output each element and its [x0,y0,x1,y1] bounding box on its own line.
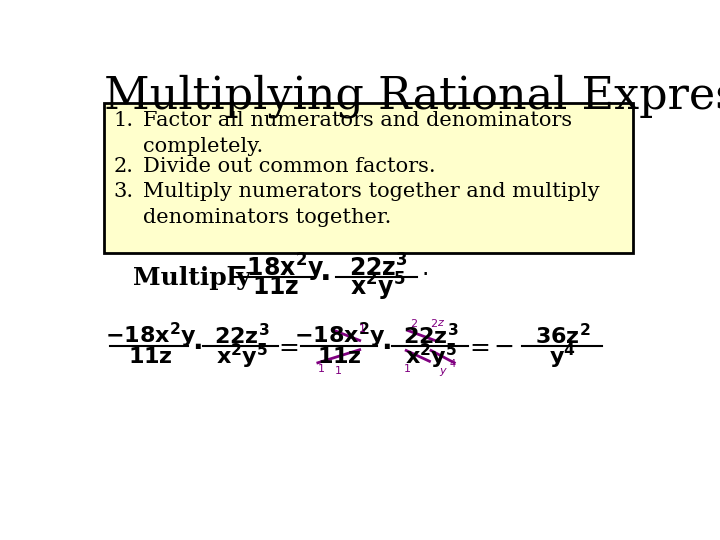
Text: $\mathbf{22z^3}$: $\mathbf{22z^3}$ [403,323,459,348]
Text: $\mathbf{22z^3}$: $\mathbf{22z^3}$ [348,254,408,282]
Text: Multiply: Multiply [132,266,251,290]
Text: .: . [422,256,429,280]
Text: 2: 2 [410,319,418,329]
Text: $-$: $-$ [493,334,513,358]
Text: $\boldsymbol{\cdot}$: $\boldsymbol{\cdot}$ [192,332,202,360]
FancyBboxPatch shape [104,103,634,253]
Text: $=$: $=$ [465,334,490,358]
Text: $\mathbf{11z}$: $\mathbf{11z}$ [252,274,300,299]
Text: 1: 1 [318,364,325,374]
Text: 1: 1 [335,366,341,376]
Text: 2.: 2. [113,157,133,176]
Text: $\mathbf{-18x^2y}$: $\mathbf{-18x^2y}$ [104,321,197,350]
Text: z: z [437,318,444,328]
Text: $\mathbf{x^2y^5}$: $\mathbf{x^2y^5}$ [351,271,406,302]
Text: 2: 2 [430,319,437,329]
Text: 1: 1 [359,324,366,334]
Text: $\mathbf{-18x^2y}$: $\mathbf{-18x^2y}$ [294,321,385,350]
Text: 1.: 1. [113,111,133,130]
Text: $=$: $=$ [274,334,300,358]
Text: $\boldsymbol{\cdot}$: $\boldsymbol{\cdot}$ [381,332,391,360]
Text: y: y [439,366,446,376]
Text: $\mathbf{36z^2}$: $\mathbf{36z^2}$ [535,323,590,348]
Text: 3.: 3. [113,182,133,201]
Text: 1: 1 [404,364,411,374]
Text: $\mathbf{11z}$: $\mathbf{11z}$ [317,347,362,367]
Text: $\mathbf{11z}$: $\mathbf{11z}$ [128,347,173,367]
Text: Multiplying Rational Expressions: Multiplying Rational Expressions [104,74,720,118]
Text: Divide out common factors.: Divide out common factors. [143,157,436,176]
Text: $\mathbf{x^2y^5}$: $\mathbf{x^2y^5}$ [405,342,457,371]
Text: $\mathbf{y^4}$: $\mathbf{y^4}$ [549,342,576,371]
Text: Factor all numerators and denominators
completely.: Factor all numerators and denominators c… [143,111,572,157]
Text: $\mathbf{22z^3}$: $\mathbf{22z^3}$ [214,323,270,348]
Text: Multiply numerators together and multiply
denominators together.: Multiply numerators together and multipl… [143,182,599,227]
Text: $\boldsymbol{\cdot}$: $\boldsymbol{\cdot}$ [319,263,329,292]
Text: $\mathbf{-18x^2y}$: $\mathbf{-18x^2y}$ [228,252,325,284]
Text: $\mathbf{x^2y^5}$: $\mathbf{x^2y^5}$ [216,342,268,371]
Text: 4: 4 [449,359,456,369]
